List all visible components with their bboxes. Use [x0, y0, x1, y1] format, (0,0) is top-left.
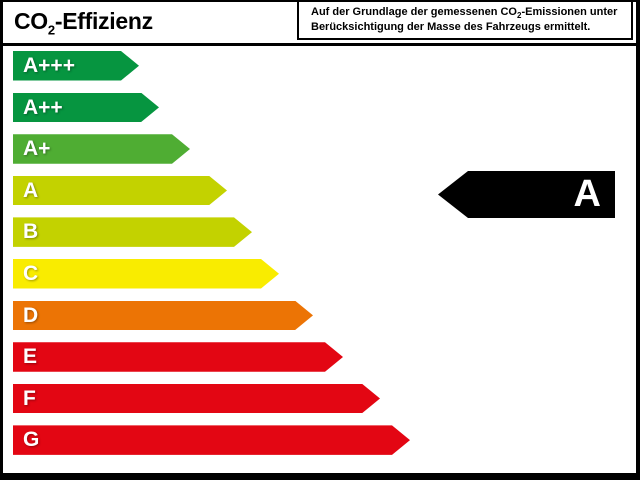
note-box: Auf der Grundlage der gemessenen CO2-Emi… [297, 2, 633, 40]
title-co: CO [14, 8, 48, 34]
class-arrow: D [13, 301, 313, 331]
note-subscript: 2 [517, 11, 522, 21]
class-label: G [23, 428, 40, 452]
note-line1: Auf der Grundlage der gemessenen CO2-Emi… [311, 6, 618, 21]
title-rest: -Effizienz [54, 8, 153, 34]
rating-label: A [573, 173, 601, 215]
rating-arrow: A [438, 171, 615, 218]
class-label: B [23, 220, 39, 244]
page-title: CO2-Effizienz [14, 8, 153, 38]
class-arrow: A++ [13, 93, 159, 123]
class-arrow: A+++ [13, 51, 139, 81]
title-subscript: 2 [47, 22, 55, 38]
class-arrow: C [13, 259, 279, 289]
class-label: C [23, 262, 39, 285]
class-label: E [23, 345, 38, 369]
class-arrow: A [13, 176, 227, 206]
class-arrow: G [13, 425, 410, 455]
class-arrow: F [13, 384, 380, 414]
class-label: A++ [23, 95, 63, 119]
class-arrow: E [13, 342, 343, 372]
class-label: F [23, 386, 36, 410]
class-arrow: A+ [13, 134, 190, 164]
class-label: A+ [23, 137, 51, 161]
header: CO2-Effizienz Auf der Grundlage der geme… [3, 2, 636, 46]
class-label: A+++ [23, 54, 75, 77]
class-label: A [23, 178, 39, 202]
class-arrow: B [13, 217, 252, 247]
class-label: D [23, 303, 39, 327]
note-line2: Berücksichtigung der Masse des Fahrzeugs… [311, 21, 591, 33]
